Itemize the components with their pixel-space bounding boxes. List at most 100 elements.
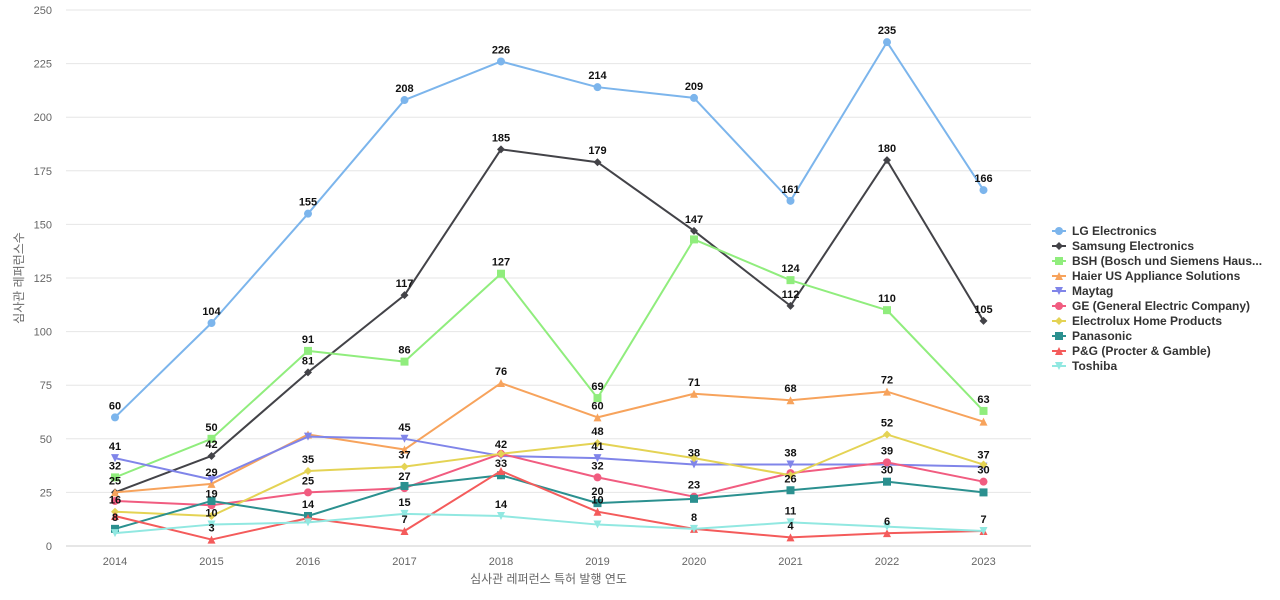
data-label: 10 [205, 508, 217, 520]
series-9 [111, 509, 988, 538]
data-label: 76 [495, 366, 507, 378]
series-0 [111, 38, 988, 422]
data-point [304, 368, 312, 377]
data-point [497, 269, 505, 278]
data-point [786, 460, 795, 469]
data-label: 25 [302, 475, 314, 487]
y-tick-label: 50 [40, 434, 52, 446]
legend-label: LG Electronics [1072, 224, 1157, 238]
data-label: 166 [974, 173, 992, 185]
data-point [304, 466, 312, 475]
data-point [304, 488, 312, 497]
data-point [883, 306, 891, 315]
data-point [593, 158, 602, 167]
x-tick-label: 2014 [103, 556, 127, 568]
data-point [400, 481, 409, 490]
data-point [690, 460, 698, 469]
series-line [114, 474, 985, 530]
y-tick-label: 125 [34, 273, 52, 285]
legend-marker [1055, 362, 1063, 370]
series-2 [111, 235, 988, 482]
data-point [304, 209, 312, 218]
data-point [979, 406, 988, 415]
legend-item: Electrolux Home Products [1052, 314, 1222, 328]
legend-label: Panasonic [1072, 329, 1132, 343]
data-label: 41 [109, 441, 121, 453]
legend-item: P&G (Procter & Gamble) [1052, 344, 1211, 358]
x-axis-ticks: 2014 2015 2016 2017 2018 2019 2020 2021 2022 2023 [103, 556, 996, 568]
data-point [304, 346, 312, 355]
data-point [207, 475, 216, 484]
data-label: 72 [881, 375, 893, 387]
x-tick-label: 2016 [296, 556, 320, 568]
data-label: 185 [492, 132, 510, 144]
data-point [883, 38, 891, 47]
data-label: 41 [591, 441, 603, 453]
data-label: 112 [782, 289, 800, 301]
series-line [114, 469, 985, 541]
x-tick-label: 2017 [392, 556, 416, 568]
data-point [207, 319, 216, 328]
data-point [786, 396, 795, 405]
data-point [883, 529, 891, 538]
data-label: 63 [977, 394, 989, 406]
data-point [593, 520, 602, 529]
legend-label: BSH (Bosch und Siemens Haus... [1072, 254, 1262, 268]
data-point [690, 494, 698, 503]
data-point [690, 454, 698, 463]
data-point [786, 518, 795, 527]
series-line [114, 382, 985, 494]
y-tick-label: 175 [34, 166, 52, 178]
data-point [883, 522, 891, 531]
data-point [111, 524, 119, 533]
data-label: 48 [591, 426, 603, 438]
data-point [593, 473, 602, 482]
legend-item: GE (General Electric Company) [1052, 299, 1250, 313]
series-3 [111, 379, 988, 497]
data-point [786, 196, 795, 205]
data-point [304, 518, 312, 527]
data-point [786, 301, 795, 310]
data-point [497, 466, 505, 475]
data-point [111, 507, 119, 516]
legend-label: Samsung Electronics [1072, 239, 1194, 253]
data-label: 226 [492, 44, 510, 56]
data-label: 37 [398, 450, 410, 462]
data-label: 124 [781, 263, 800, 275]
data-point [400, 526, 409, 535]
data-label: 208 [395, 83, 413, 95]
series-line [114, 512, 985, 535]
x-tick-label: 2015 [199, 556, 223, 568]
data-label: 14 [302, 499, 315, 511]
legend-item: BSH (Bosch und Siemens Haus... [1052, 254, 1262, 268]
data-label: 3 [208, 523, 214, 535]
data-point [979, 460, 988, 469]
data-label: 10 [591, 495, 603, 507]
data-label: 42 [495, 439, 507, 451]
series-line [114, 41, 985, 419]
data-label: 235 [878, 25, 896, 37]
x-axis-title: 심사관 레퍼런스 특허 발행 연도 [470, 571, 627, 586]
data-label: 8 [691, 512, 697, 524]
legend-label: P&G (Procter & Gamble) [1072, 344, 1211, 358]
data-label: 32 [109, 460, 121, 472]
legend-marker [1055, 257, 1063, 265]
legend-marker [1055, 332, 1063, 340]
legend-item: Haier US Appliance Solutions [1052, 269, 1241, 283]
legend-label: Maytag [1072, 284, 1113, 298]
data-label: 180 [878, 143, 896, 155]
data-label: 11 [785, 505, 797, 517]
data-point [400, 291, 409, 300]
data-label: 7 [980, 514, 986, 526]
y-tick-label: 25 [40, 487, 52, 499]
data-point [690, 389, 698, 398]
data-label: 81 [302, 355, 314, 367]
x-tick-label: 2022 [875, 556, 899, 568]
data-point [207, 520, 216, 529]
data-label: 110 [878, 293, 896, 305]
legend-label: Electrolux Home Products [1072, 314, 1222, 328]
data-point [690, 235, 698, 244]
data-point [979, 417, 988, 426]
data-point [883, 477, 891, 486]
data-point [400, 509, 409, 518]
